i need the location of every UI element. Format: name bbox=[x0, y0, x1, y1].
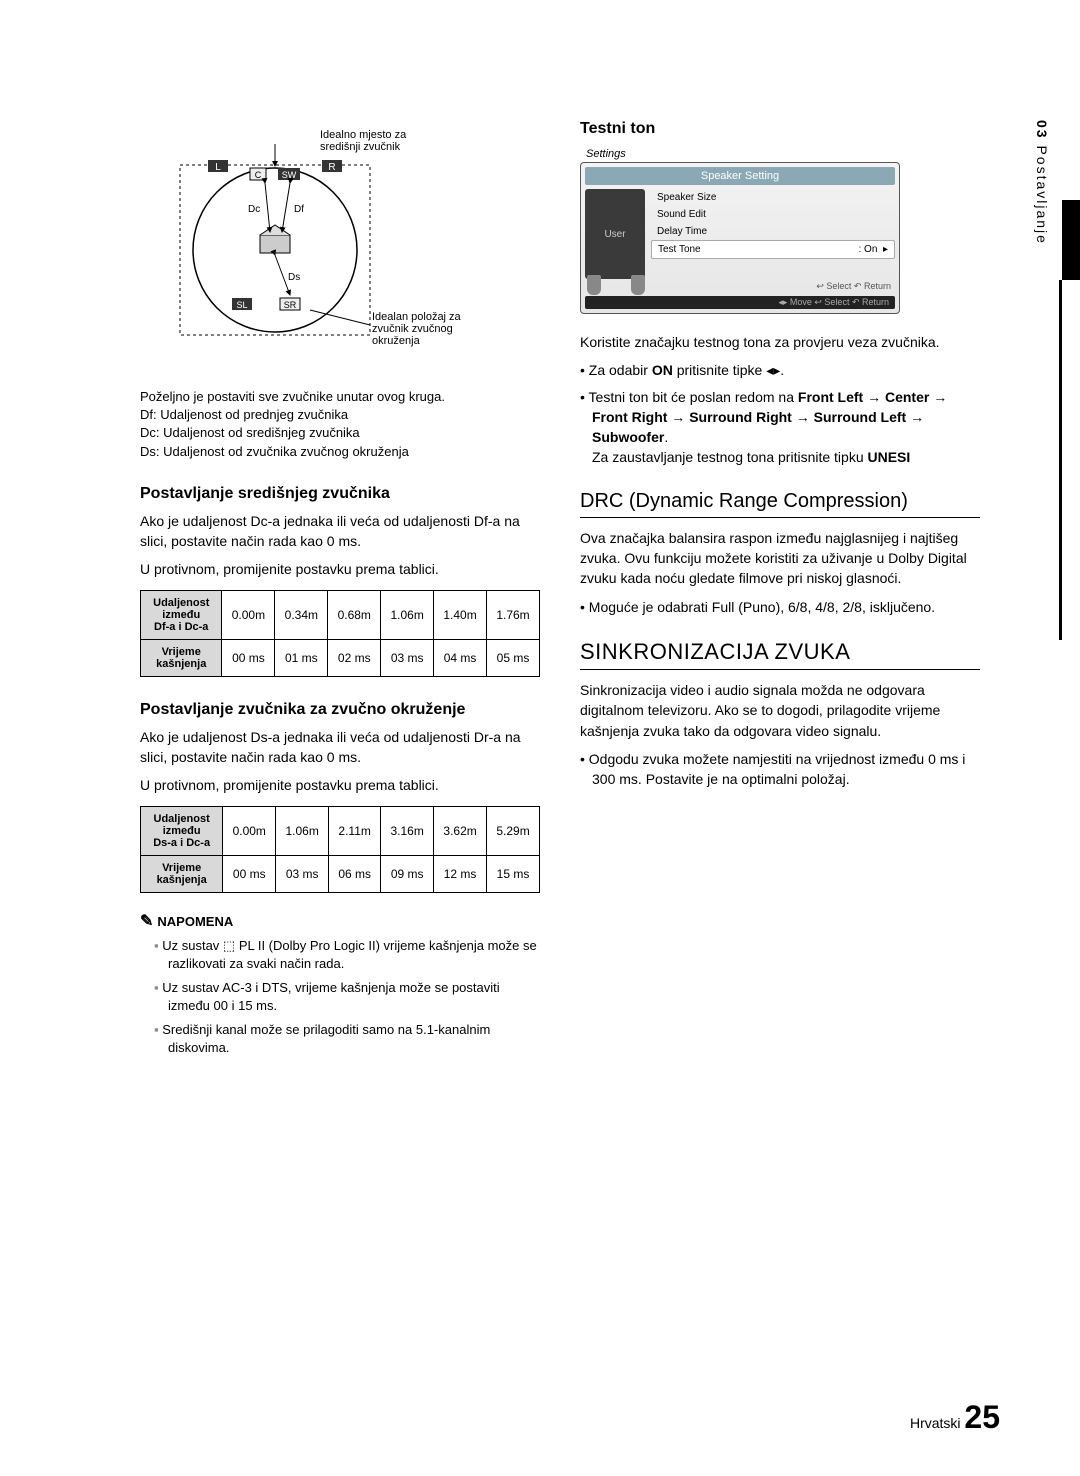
osd-strip: ◂▸ Move ↩ Select ↶ Return bbox=[585, 296, 895, 309]
osd-item-delay-time[interactable]: Delay Time bbox=[651, 223, 895, 240]
testtone-bullet-2: Testni ton bit će poslan redom na Front … bbox=[580, 387, 980, 468]
t2-r2-label: Vrijeme kašnjenja bbox=[141, 855, 223, 892]
svg-text:Idealno mjesto zasredišnji zvu: Idealno mjesto zasredišnji zvučnik bbox=[320, 129, 407, 153]
note-2: Uz sustav AC-3 i DTS, vrijeme kašnjenja … bbox=[154, 979, 540, 1015]
side-marker-line bbox=[1059, 280, 1062, 640]
drc-paragraph: Ova značajka balansira raspon između naj… bbox=[580, 528, 980, 589]
speaker-icon bbox=[587, 275, 601, 295]
svg-text:SL: SL bbox=[236, 300, 247, 310]
svg-text:SR: SR bbox=[284, 300, 297, 310]
surround-p1: Ako je udaljenost Ds-a jednaka ili veća … bbox=[140, 727, 540, 768]
osd-user-panel: User bbox=[585, 189, 645, 279]
table-center-delay: Udaljenost između Df-a i Dc-a 0.00m 0.34… bbox=[140, 590, 540, 677]
footer-page-number: 25 bbox=[964, 1399, 1000, 1435]
legend-dc: Dc: Udaljenost od središnjeg zvučnika bbox=[140, 424, 540, 442]
svg-text:C: C bbox=[255, 170, 262, 180]
svg-text:Ds: Ds bbox=[288, 272, 300, 283]
svg-text:R: R bbox=[328, 162, 335, 173]
footer-language: Hrvatski bbox=[910, 1415, 961, 1431]
note-heading: ✎NAPOMENA bbox=[140, 911, 540, 931]
t2-r1-label: Udaljenost između Ds-a i Dc-a bbox=[141, 806, 223, 855]
arrow-right-icon[interactable]: ▸ bbox=[883, 244, 888, 255]
side-marker-black bbox=[1062, 200, 1080, 280]
svg-text:L: L bbox=[215, 162, 221, 173]
section-number: 03 bbox=[1034, 120, 1050, 140]
table-surround-delay: Udaljenost između Ds-a i Dc-a 0.00m 1.06… bbox=[140, 806, 540, 893]
osd-item-test-tone[interactable]: Test Tone : On ▸ bbox=[651, 240, 895, 259]
note-3: Središnji kanal može se prilagoditi samo… bbox=[154, 1021, 540, 1057]
drc-heading: DRC (Dynamic Range Compression) bbox=[580, 490, 980, 518]
osd-menu: Settings Speaker Setting User Speaker Si… bbox=[580, 146, 980, 314]
section-label: Postavljanje bbox=[1034, 145, 1050, 245]
surround-title: Postavljanje zvučnika za zvučno okruženj… bbox=[140, 701, 540, 719]
osd-header: Speaker Setting bbox=[585, 167, 895, 185]
svg-text:Df: Df bbox=[294, 204, 304, 215]
osd-settings-label: Settings bbox=[580, 146, 980, 162]
testtone-bullet-1: Za odabir ON pritisnite tipke ◂▸. bbox=[580, 360, 980, 380]
svg-text:Idealan položaj zazvučnik zvuč: Idealan položaj zazvučnik zvučnogokružen… bbox=[372, 311, 462, 347]
page-footer: Hrvatski 25 bbox=[910, 1399, 1000, 1436]
sync-bullet: Odgodu zvuka možete namjestiti na vrijed… bbox=[580, 749, 980, 790]
center-speaker-title: Postavljanje središnjeg zvučnika bbox=[140, 485, 540, 503]
note-list: Uz sustav ⬚ PL II (Dolby Pro Logic II) v… bbox=[140, 937, 540, 1058]
t1-r1-label: Udaljenost između Df-a i Dc-a bbox=[141, 590, 222, 639]
legend-df: Df: Udaljenost od prednjeg zvučnika bbox=[140, 406, 540, 424]
sync-paragraph: Sinkronizacija video i audio signala mož… bbox=[580, 680, 980, 741]
testtone-paragraph: Koristite značajku testnog tona za provj… bbox=[580, 332, 980, 352]
sync-heading: SINKRONIZACIJA ZVUKA bbox=[580, 639, 980, 670]
diagram-caption: Poželjno je postaviti sve zvučnike unuta… bbox=[140, 388, 540, 406]
testtone-title: Testni ton bbox=[580, 120, 980, 138]
osd-item-sound-edit[interactable]: Sound Edit bbox=[651, 206, 895, 223]
drc-bullet: Moguće je odabrati Full (Puno), 6/8, 4/8… bbox=[580, 597, 980, 617]
osd-item-speaker-size[interactable]: Speaker Size bbox=[651, 189, 895, 206]
svg-text:Dc: Dc bbox=[248, 204, 260, 215]
surround-p2: U protivnom, promijenite postavku prema … bbox=[140, 775, 540, 795]
legend-ds: Ds: Udaljenost od zvučnika zvučnog okruž… bbox=[140, 443, 540, 461]
speaker-diagram: L C SW R Dc Df Ds SL SR bbox=[140, 120, 540, 461]
center-p2: U protivnom, promijenite postavku prema … bbox=[140, 559, 540, 579]
svg-text:SW: SW bbox=[282, 170, 297, 180]
t1-r2-label: Vrijeme kašnjenja bbox=[141, 639, 222, 676]
speaker-icon bbox=[631, 275, 645, 295]
center-p1: Ako je udaljenost Dc-a jednaka ili veća … bbox=[140, 511, 540, 552]
note-1: Uz sustav ⬚ PL II (Dolby Pro Logic II) v… bbox=[154, 937, 540, 973]
note-icon: ✎ bbox=[140, 913, 153, 930]
side-tab: 03 Postavljanje bbox=[1034, 120, 1050, 245]
